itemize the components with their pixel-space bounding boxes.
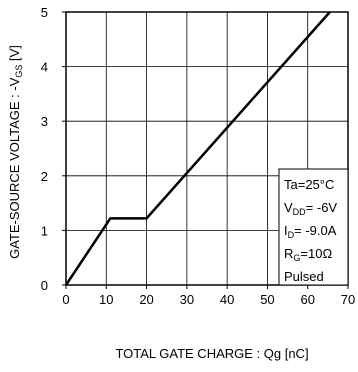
x-tick-label-40: 40: [220, 292, 234, 307]
condition-value: = -9.0A: [294, 223, 337, 238]
y-tick-label-0: 0: [41, 278, 48, 293]
plot-border: [65, 11, 349, 286]
y-axis-title-unit: [V]: [7, 45, 22, 65]
y-axis-title-sub: GS: [14, 65, 24, 78]
condition-main: V: [284, 200, 293, 215]
x-tick-label-10: 10: [99, 292, 113, 307]
x-tick-label-20: 20: [139, 292, 153, 307]
condition-line-4: Pulsed: [284, 269, 324, 284]
condition-value: =10Ω: [300, 246, 332, 261]
grid-lines: [66, 12, 348, 285]
series-layer: [64, 11, 331, 286]
x-tick-label-50: 50: [260, 292, 274, 307]
y-tick-label-3: 3: [41, 114, 48, 129]
y-tick-labels: 0 1 2 3 4 5: [41, 5, 48, 293]
conditions-box: [278, 168, 349, 286]
x-tick-label-30: 30: [180, 292, 194, 307]
condition-line-2: ID= -9.0A: [284, 223, 337, 240]
y-tick-label-1: 1: [41, 223, 48, 238]
condition-sub: G: [293, 253, 300, 263]
condition-main: I: [284, 223, 288, 238]
condition-main: R: [284, 246, 293, 261]
x-axis-title: TOTAL GATE CHARGE : Qg [nC]: [115, 346, 308, 361]
condition-line-3: RG=10Ω: [284, 246, 332, 263]
condition-value: = -6V: [306, 200, 338, 215]
y-tick-label-4: 4: [41, 60, 48, 75]
series-line-0: [64, 11, 331, 286]
condition-line-0: Ta=25°C: [284, 177, 334, 192]
x-tick-label-0: 0: [62, 292, 69, 307]
condition-sub: DD: [293, 207, 306, 217]
condition-sub: D: [288, 230, 295, 240]
condition-line-1: VDD= -6V: [284, 200, 337, 217]
plot-frame: [62, 11, 349, 289]
y-tick-label-2: 2: [41, 169, 48, 184]
x-tick-label-70: 70: [341, 292, 355, 307]
y-axis-title: GATE-SOURCE VOLTAGE : -VGS [V]: [7, 45, 24, 259]
y-tick-label-5: 5: [41, 5, 48, 20]
x-tick-labels: 0 10 20 30 40 50 60 70: [62, 292, 355, 307]
condition-main: Ta=25°C: [284, 177, 334, 192]
x-tick-label-60: 60: [300, 292, 314, 307]
y-axis-title-main: GATE-SOURCE VOLTAGE : -V: [7, 77, 22, 259]
condition-main: Pulsed: [284, 269, 324, 284]
